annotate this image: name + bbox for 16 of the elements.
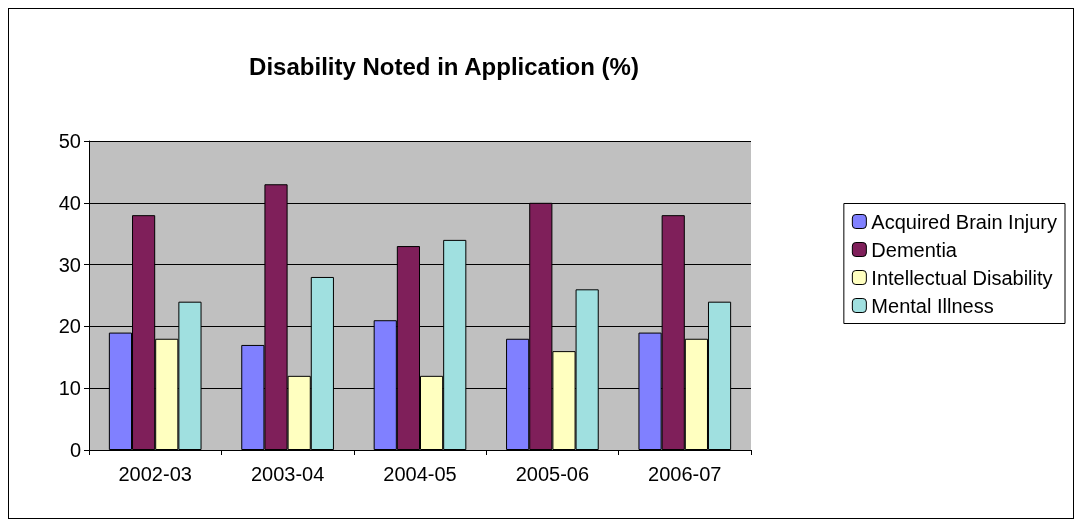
x-tick-label: 2006-07	[648, 463, 722, 485]
legend-label: Acquired Brain Injury	[871, 210, 1058, 233]
y-tick-label: 20	[58, 315, 81, 338]
legend-label: Intellectual Disability	[871, 266, 1053, 289]
x-tick-label: 2003-04	[250, 463, 325, 485]
y-tick-label: 50	[58, 130, 81, 152]
y-tick-label: 10	[58, 377, 81, 400]
y-tick-label: 0	[69, 439, 81, 461]
x-tick-label: 2005-06	[515, 463, 590, 485]
legend-label: Mental Illness	[871, 294, 994, 317]
y-tick-label: 30	[58, 253, 81, 276]
y-tick-label: 40	[58, 191, 81, 214]
x-tick-label: 2004-05	[383, 463, 457, 485]
legend-label: Dementia	[871, 238, 958, 261]
x-tick-label: 2002-03	[118, 463, 192, 485]
chart-title: Disability Noted in Application (%)	[249, 52, 639, 80]
